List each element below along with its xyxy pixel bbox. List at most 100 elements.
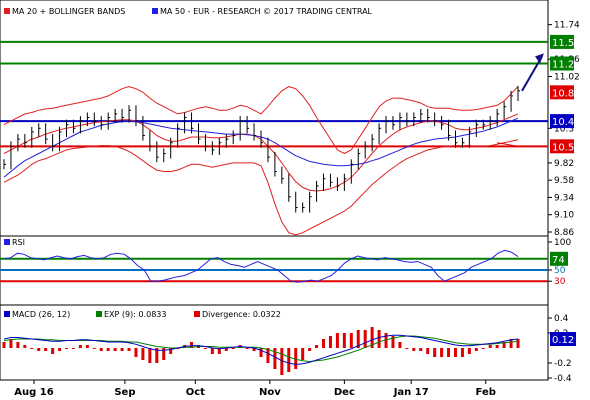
rsi-ytick-label: 50 bbox=[554, 266, 566, 276]
divergence-bar bbox=[23, 345, 27, 348]
price-legend-title: MA 20 + BOLLINGER BANDS bbox=[12, 7, 125, 16]
divergence-bar bbox=[231, 348, 235, 349]
x-month-label: Nov bbox=[259, 387, 281, 398]
support-extension bbox=[497, 142, 519, 147]
divergence-bar bbox=[398, 342, 402, 348]
divergence-bar bbox=[391, 336, 395, 348]
x-month-label: Jan 17 bbox=[393, 387, 429, 398]
divergence-bar bbox=[113, 348, 117, 351]
divergence-bar bbox=[509, 339, 513, 348]
divergence-bar bbox=[426, 348, 430, 354]
divergence-bar bbox=[92, 348, 96, 349]
divergence-bar bbox=[9, 339, 13, 348]
divergence-bar bbox=[419, 348, 423, 351]
divergence-bar bbox=[516, 339, 520, 348]
level-tag bbox=[550, 34, 574, 49]
level-tag bbox=[550, 139, 574, 154]
x-month-label: Aug 16 bbox=[14, 387, 53, 398]
exp-legend-swatch bbox=[96, 311, 102, 317]
rsi-legend: RSI bbox=[4, 238, 25, 247]
rsi-current-tag bbox=[550, 251, 568, 266]
divergence-bar bbox=[377, 330, 381, 348]
divergence-bar bbox=[502, 342, 506, 348]
divergence-bar bbox=[280, 348, 284, 375]
divergence-bar bbox=[335, 333, 339, 348]
level-tag-label: 10.8 bbox=[552, 88, 574, 99]
level-tag-label: 11.5 bbox=[552, 38, 574, 49]
exp-legend-label: EXP (9): 0.0833 bbox=[104, 310, 166, 319]
price-legend: MA 20 + BOLLINGER BANDS MA 50 - EUR - RE… bbox=[4, 7, 373, 16]
x-month-label: Oct bbox=[186, 387, 205, 398]
divergence-bar bbox=[78, 345, 82, 348]
bollinger-lower-line bbox=[3, 139, 519, 236]
divergence-legend-label: Divergence: 0.0322 bbox=[202, 310, 281, 319]
divergence-bar bbox=[71, 348, 75, 349]
forecast-arrow-shaft bbox=[521, 55, 543, 92]
divergence-bar bbox=[315, 345, 319, 348]
macd-legend: MACD (26, 12) EXP (9): 0.0833 Divergence… bbox=[4, 310, 281, 319]
divergence-bar bbox=[363, 330, 367, 348]
divergence-bar bbox=[460, 348, 464, 357]
divergence-bar bbox=[155, 348, 159, 363]
divergence-bar bbox=[294, 348, 298, 369]
divergence-bar bbox=[51, 348, 55, 354]
macd-current-label: 0.12 bbox=[552, 335, 574, 346]
divergence-bar bbox=[106, 348, 110, 351]
x-month-label: Feb bbox=[476, 387, 496, 398]
divergence-bar bbox=[342, 333, 346, 348]
price-ytick-label: 9.34 bbox=[554, 193, 574, 203]
divergence-bar bbox=[30, 348, 34, 349]
divergence-bar bbox=[224, 348, 228, 351]
level-tag-label: 10.5 bbox=[552, 142, 574, 153]
divergence-bar bbox=[162, 348, 166, 360]
level-tag bbox=[550, 114, 574, 129]
divergence-bar bbox=[37, 348, 41, 351]
divergence-bar bbox=[481, 348, 485, 349]
divergence-bar bbox=[65, 348, 69, 349]
divergence-bar bbox=[217, 348, 221, 354]
divergence-bar bbox=[440, 348, 444, 357]
rsi-ytick-label: 100 bbox=[554, 238, 571, 248]
ma50-legend-swatch bbox=[152, 8, 158, 14]
divergence-bar bbox=[266, 348, 270, 363]
divergence-bar bbox=[384, 333, 388, 348]
rsi-current-label: 74 bbox=[552, 255, 565, 266]
level-tag-label: 10.4 bbox=[552, 117, 574, 128]
divergence-bar bbox=[44, 348, 48, 351]
price-ytick-label: 8.86 bbox=[554, 228, 574, 238]
divergence-legend-swatch bbox=[194, 311, 200, 317]
divergence-bar bbox=[245, 348, 249, 349]
divergence-bar bbox=[252, 348, 256, 351]
macd-legend-title: MACD (26, 12) bbox=[12, 310, 70, 319]
divergence-bar bbox=[328, 336, 332, 348]
bollinger-upper-line bbox=[3, 86, 519, 155]
divergence-bar bbox=[467, 348, 471, 354]
divergence-bar bbox=[58, 348, 62, 351]
divergence-bar bbox=[120, 348, 124, 351]
divergence-bar bbox=[287, 348, 291, 372]
divergence-bar bbox=[405, 348, 409, 349]
price-legend-subtitle: MA 50 - EUR - RESEARCH © 2017 TRADING CE… bbox=[160, 7, 373, 16]
macd-legend-swatch bbox=[4, 311, 10, 317]
price-ytick-label: 9.58 bbox=[554, 176, 574, 186]
divergence-bar bbox=[210, 348, 214, 354]
divergence-bar bbox=[16, 342, 20, 348]
divergence-bar bbox=[495, 345, 499, 348]
divergence-bar bbox=[474, 348, 478, 351]
divergence-bar bbox=[488, 345, 492, 348]
divergence-bar bbox=[301, 348, 305, 360]
divergence-bar bbox=[134, 348, 138, 357]
macd-ytick-label: -0.2 bbox=[554, 359, 572, 369]
rsi-ytick-label: 30 bbox=[554, 277, 566, 287]
rsi-legend-swatch bbox=[4, 239, 10, 245]
divergence-bar bbox=[190, 342, 194, 348]
level-tag-label: 11.2 bbox=[552, 60, 574, 71]
price-ytick-label: 9.82 bbox=[554, 159, 574, 169]
price-ytick-label: 9.10 bbox=[554, 211, 574, 221]
rsi-legend-title: RSI bbox=[12, 238, 25, 247]
divergence-bar bbox=[141, 348, 145, 360]
divergence-bar bbox=[273, 348, 277, 369]
x-month-label: Dec bbox=[334, 387, 355, 398]
divergence-bar bbox=[2, 342, 6, 348]
price-ytick-label: 10.3 bbox=[554, 124, 574, 134]
